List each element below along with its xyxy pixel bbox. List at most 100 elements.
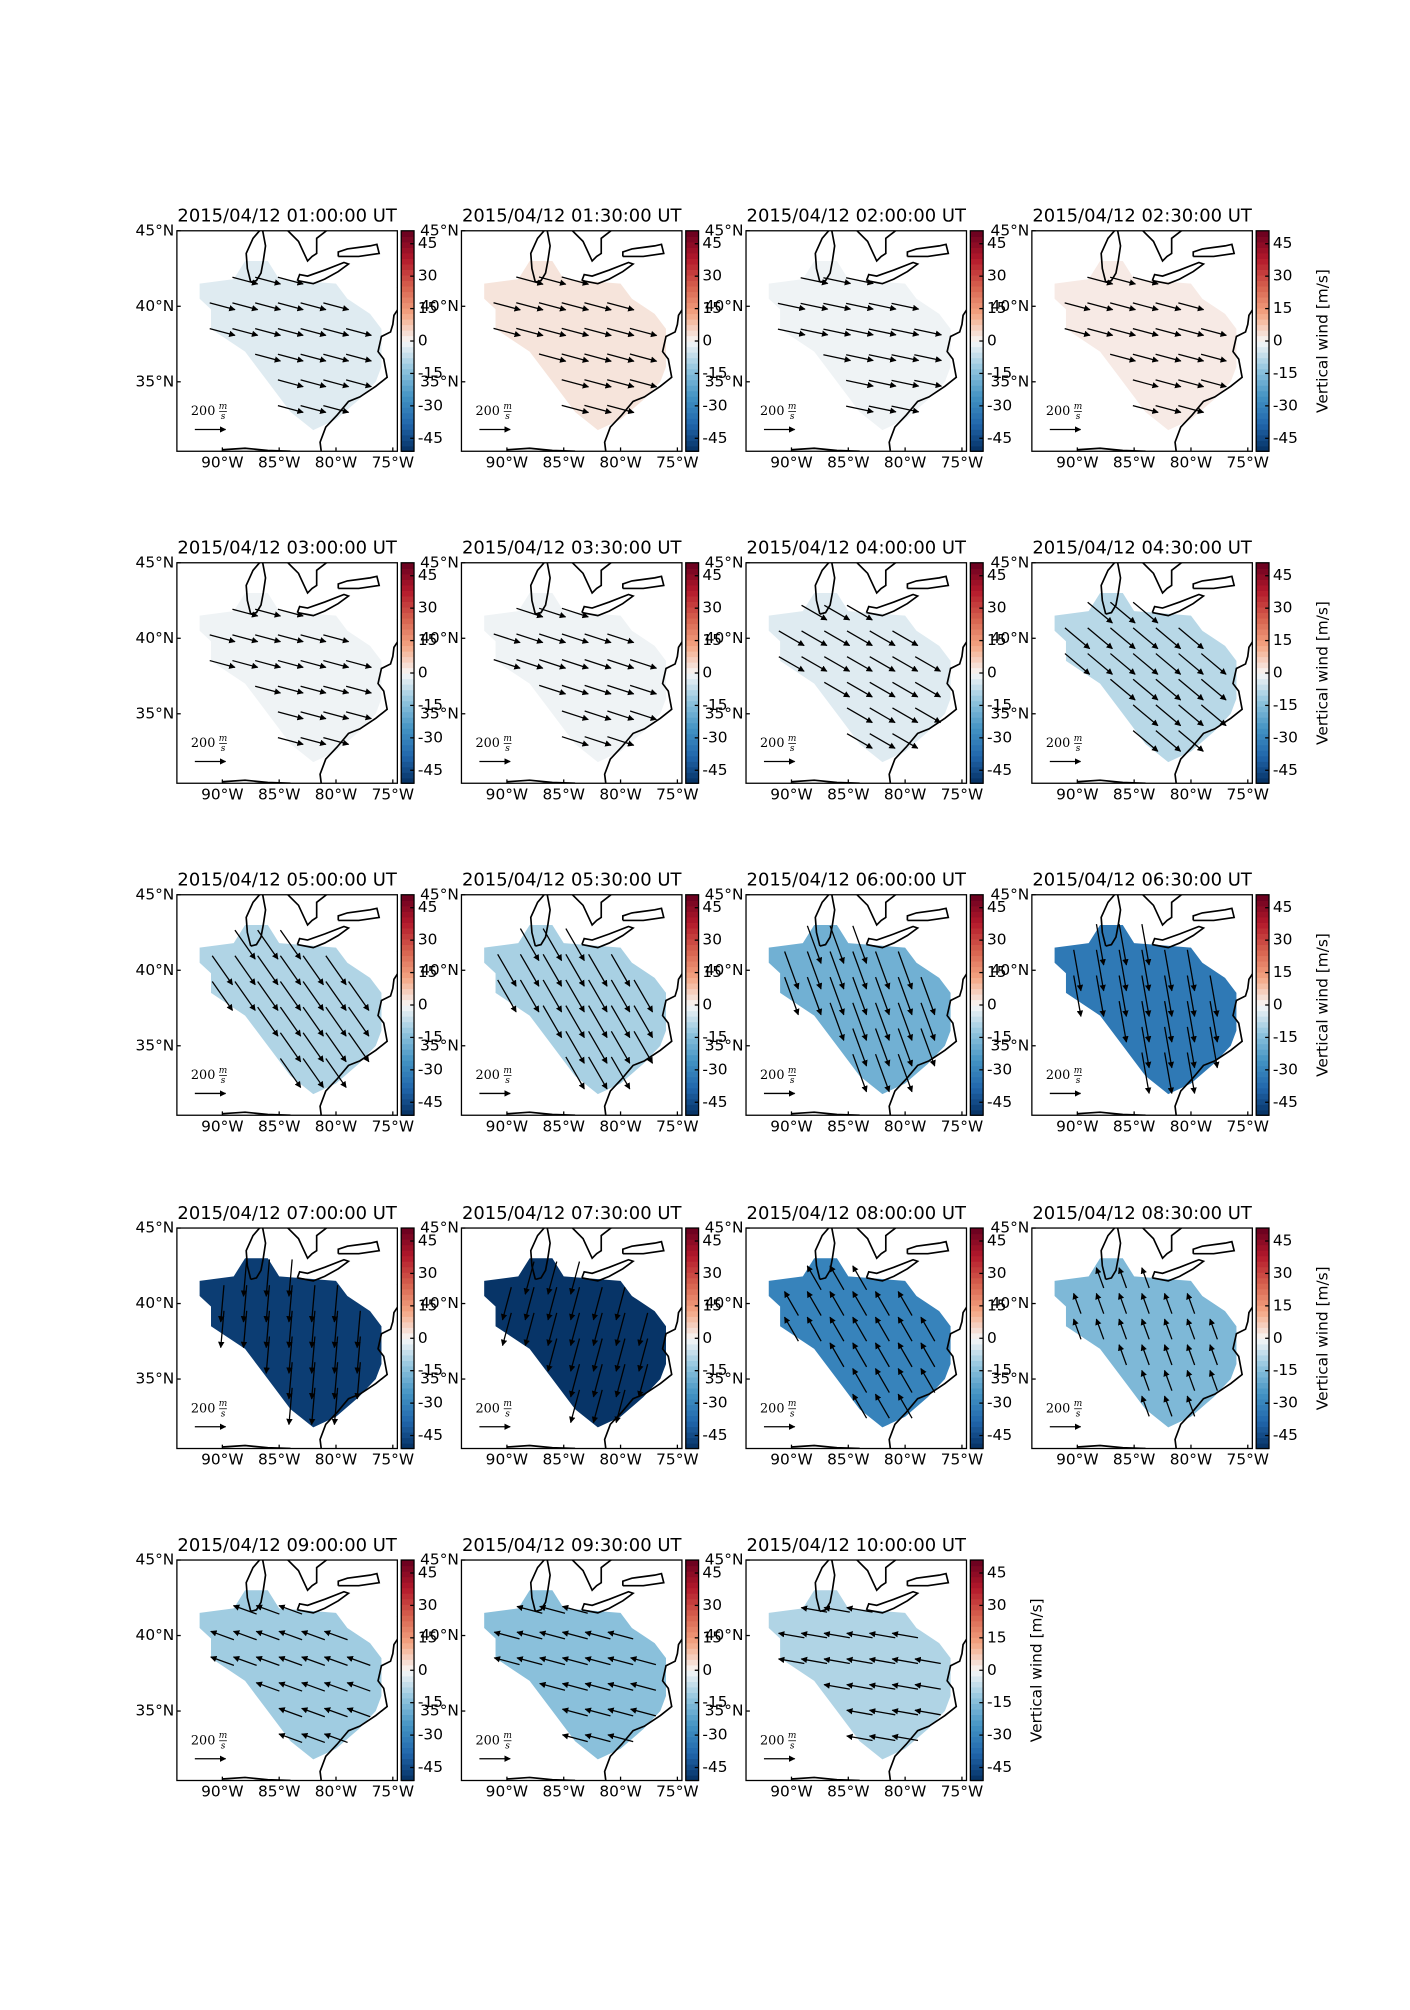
wind-arrow — [301, 1732, 326, 1744]
wind-arrow — [852, 1368, 868, 1393]
wind-arrow — [255, 634, 282, 644]
colorbar-tick-label: 30 — [1273, 1264, 1293, 1282]
wind-arrow — [591, 1287, 603, 1321]
wind-arrow — [569, 1312, 581, 1347]
coastline — [906, 1240, 950, 1255]
colorbar-tick-label: 0 — [702, 332, 712, 350]
wind-arrow — [1064, 327, 1091, 337]
coastline — [865, 1258, 920, 1282]
y-tick-label: 35°N — [420, 704, 459, 722]
map-panel: 200 ms 2015/04/12 01:30:00 UT 90°W 85°W 80°W 7… — [420, 206, 727, 472]
wind-arrow — [323, 1630, 348, 1641]
wind-arrow — [232, 276, 259, 286]
wind-arrow — [584, 710, 612, 721]
wind-arrow — [1178, 404, 1205, 414]
map-frame — [745, 1559, 968, 1782]
wind-region — [484, 592, 667, 763]
colorbar-tick-label: 0 — [702, 1329, 712, 1347]
wind-arrow — [806, 925, 823, 964]
wind-arrow — [516, 633, 544, 644]
y-tick-label: 35°N — [136, 1702, 175, 1720]
panel-title: 2015/04/12 01:30:00 UT — [462, 206, 682, 227]
wind-arrow — [852, 976, 868, 1016]
colorbar-label: Vertical wind [m/s] — [1313, 1266, 1331, 1410]
arrow-key-unit: s — [221, 1741, 226, 1751]
x-tick-label: 75°W — [372, 1117, 414, 1135]
wind-arrow — [500, 1287, 512, 1321]
colorbar-tick-label: -45 — [702, 1426, 727, 1444]
wind-arrow — [539, 1604, 566, 1614]
wind-arrow — [801, 656, 828, 672]
wind-arrow — [257, 1006, 279, 1037]
x-tick-label: 85°W — [827, 1783, 869, 1801]
colorbar-tick-label: 30 — [702, 599, 722, 617]
wind-arrow — [607, 379, 635, 389]
wind-arrow — [892, 656, 919, 672]
wind-arrow — [920, 1368, 936, 1393]
y-tick-label: 45°N — [420, 553, 459, 571]
y-tick-label: 35°N — [136, 704, 175, 722]
wind-arrow — [1200, 379, 1227, 389]
panel-title: 2015/04/12 07:30:00 UT — [462, 1203, 682, 1224]
x-tick-label: 80°W — [884, 1451, 926, 1469]
wind-arrow — [829, 976, 845, 1016]
wind-arrow — [1064, 653, 1091, 675]
arrow-key-label: 200 — [760, 1401, 784, 1416]
coastline — [1151, 1258, 1206, 1282]
coastline — [337, 1240, 381, 1255]
wind-arrow — [325, 955, 347, 986]
wind-arrow — [584, 404, 612, 415]
wind-arrow — [538, 302, 567, 312]
colorbar-tick-label: 30 — [418, 267, 438, 285]
wind-arrow — [234, 929, 256, 960]
coastline — [855, 1228, 897, 1260]
wind-arrow — [323, 1732, 348, 1744]
wind-arrow — [806, 1316, 822, 1342]
colorbar-tick-label: 15 — [1273, 1296, 1293, 1314]
map-frame — [1031, 230, 1253, 452]
colorbar-tick-label: 15 — [418, 1296, 438, 1314]
wind-arrow — [569, 1338, 581, 1372]
wind-arrow — [523, 1287, 535, 1321]
wind-arrow — [584, 1733, 611, 1743]
colorbar-tick-label: 45 — [987, 1232, 1007, 1250]
x-tick-label: 85°W — [258, 453, 300, 471]
wind-arrow — [607, 684, 635, 696]
map-panel: 200 ms 2015/04/12 07:00:00 UT 90°W 85°W 80°W 7… — [136, 1203, 443, 1469]
wind-arrow — [278, 1604, 303, 1615]
y-tick-label: 45°N — [991, 885, 1030, 903]
x-tick-label: 75°W — [941, 453, 983, 471]
wind-arrow — [1132, 327, 1159, 337]
wind-arrow — [516, 302, 544, 312]
x-tick-label: 75°W — [372, 1783, 414, 1801]
wind-arrow — [846, 1605, 873, 1613]
coastline — [621, 575, 665, 590]
wind-arrow — [868, 302, 897, 312]
wind-arrow — [302, 955, 324, 986]
wind-arrow — [588, 1056, 608, 1090]
wind-arrow — [1141, 949, 1152, 992]
wind-arrow — [218, 1285, 225, 1323]
wind-arrow — [1095, 1267, 1105, 1289]
coastline — [286, 894, 328, 927]
colorbar-tick-label: 30 — [1273, 599, 1293, 617]
x-tick-label: 90°W — [486, 1117, 528, 1135]
wind-arrow — [209, 302, 236, 312]
wind-arrow — [829, 1290, 845, 1316]
wind-arrow — [255, 1655, 280, 1667]
y-tick-label: 45°N — [705, 553, 744, 571]
wind-arrow — [610, 1056, 631, 1090]
wind-arrow — [516, 659, 544, 670]
wind-arrow — [892, 733, 919, 749]
wind-arrow — [323, 353, 350, 363]
wind-arrow — [607, 736, 635, 747]
wind-arrow — [1109, 627, 1136, 650]
map-frame — [1031, 562, 1253, 784]
x-tick-label: 80°W — [884, 1783, 926, 1801]
y-tick-label: 40°N — [420, 961, 459, 979]
wind-arrow — [874, 1342, 890, 1368]
colorbar-tick-label: 30 — [987, 267, 1007, 285]
wind-arrow — [629, 710, 658, 721]
wind-arrow — [325, 1032, 347, 1063]
colorbar-tick-label: -45 — [987, 1093, 1012, 1111]
